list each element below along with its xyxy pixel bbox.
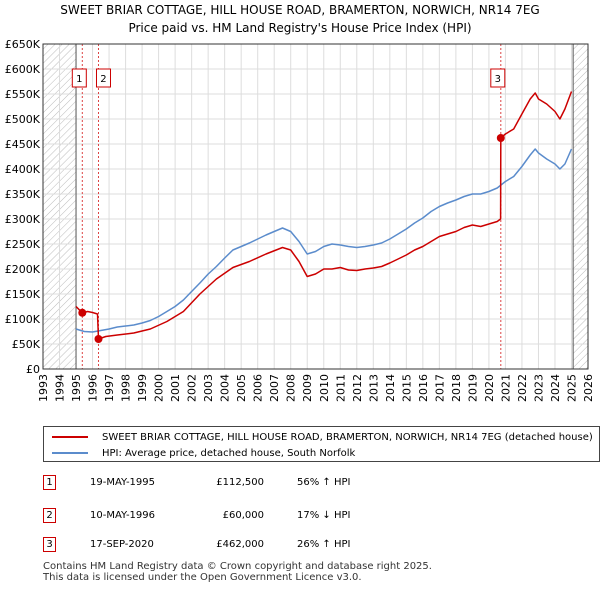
legend-label-hpi: HPI: Average price, detached house, Sout…: [102, 447, 356, 459]
footer-copyright: Contains HM Land Registry data © Crown c…: [43, 561, 432, 572]
sale-point: [78, 308, 87, 317]
x-tick-label: 2004: [219, 374, 232, 402]
sale-number-box: [95, 68, 111, 88]
sale-point: [496, 134, 505, 142]
x-tick-label: 2011: [334, 374, 347, 402]
legend-item-hpi: HPI: Average price, detached house, Sout…: [52, 446, 355, 460]
x-tick-label: 2025: [565, 374, 578, 402]
y-tick-label: £600K: [5, 63, 41, 76]
x-tick-label: 2015: [400, 374, 413, 402]
x-tick-label: 2019: [466, 374, 479, 402]
x-tick-label: 2010: [318, 374, 331, 402]
x-tick-label: 2008: [285, 374, 298, 402]
x-tick-label: 2007: [268, 374, 281, 402]
y-tick-label: £400K: [5, 163, 41, 176]
y-tick-label: £0: [26, 363, 40, 376]
x-tick-label: 2003: [202, 374, 215, 402]
y-tick-label: £350K: [5, 188, 41, 201]
y-tick-label: £50K: [12, 338, 41, 351]
transaction-row: 3 17-SEP-2020 £462,000 26% ↑ HPI: [0, 537, 600, 557]
sale-number-box: [71, 68, 87, 88]
x-tick-label: 2017: [433, 374, 446, 402]
x-tick-label: 2001: [169, 374, 182, 402]
sale-point: [94, 335, 103, 343]
transaction-number-badge: 1: [43, 475, 56, 490]
x-tick-label: 2013: [367, 374, 380, 402]
x-tick-label: 2024: [549, 374, 562, 402]
x-tick-label: 2016: [417, 374, 430, 402]
chart-legend: SWEET BRIAR COTTAGE, HILL HOUSE ROAD, BR…: [43, 426, 600, 462]
legend-label-property: SWEET BRIAR COTTAGE, HILL HOUSE ROAD, BR…: [102, 431, 593, 443]
x-tick-label: 2014: [384, 374, 397, 402]
sale-number-box: [490, 68, 506, 88]
transaction-row: 2 10-MAY-1996 £60,000 17% ↓ HPI: [0, 508, 600, 528]
hatch-region-right: [573, 44, 588, 369]
transaction-row: 1 19-MAY-1995 £112,500 56% ↑ HPI: [0, 475, 600, 495]
y-tick-label: £450K: [5, 138, 41, 151]
x-tick-label: 2009: [301, 374, 314, 402]
transaction-hpi-change: 26% ↑ HPI: [297, 539, 351, 550]
transaction-price: £462,000: [216, 539, 264, 550]
y-tick-label: £300K: [5, 213, 41, 226]
footer-licence: This data is licensed under the Open Gov…: [43, 572, 362, 583]
transaction-number-badge: 2: [43, 508, 56, 523]
y-tick-label: £100K: [5, 313, 41, 326]
x-tick-label: 1999: [136, 374, 149, 402]
transaction-date: 10-MAY-1996: [90, 510, 156, 521]
sale-number-label: 2: [100, 74, 106, 85]
legend-swatch-hpi: [52, 452, 88, 454]
x-tick-label: 1997: [103, 374, 116, 402]
x-tick-label: 2023: [532, 374, 545, 402]
x-tick-label: 2006: [252, 374, 265, 402]
transaction-number-badge: 3: [43, 537, 56, 552]
transaction-date: 19-MAY-1995: [90, 477, 156, 488]
chart-title: SWEET BRIAR COTTAGE, HILL HOUSE ROAD, BR…: [60, 3, 540, 17]
plot-frame: [42, 43, 589, 370]
y-tick-label: £500K: [5, 113, 41, 126]
legend-item-property: SWEET BRIAR COTTAGE, HILL HOUSE ROAD, BR…: [52, 430, 593, 444]
x-tick-label: 2020: [483, 374, 496, 402]
y-tick-label: £550K: [5, 88, 41, 101]
x-tick-label: 1998: [120, 374, 133, 402]
y-tick-label: £200K: [5, 263, 41, 276]
x-tick-label: 1994: [54, 374, 67, 402]
plot-area: [43, 44, 588, 369]
y-tick-label: £150K: [5, 288, 41, 301]
x-tick-label: 2026: [582, 374, 595, 402]
y-tick-label: £650K: [5, 38, 41, 51]
sale-number-label: 3: [495, 74, 501, 85]
chart-subtitle: Price paid vs. HM Land Registry's House …: [128, 21, 472, 35]
x-tick-label: 2022: [516, 374, 529, 402]
transaction-hpi-change: 56% ↑ HPI: [297, 477, 351, 488]
legend-swatch-property: [52, 436, 88, 438]
x-tick-label: 2002: [186, 374, 199, 402]
x-tick-label: 1993: [37, 374, 50, 402]
transaction-price: £112,500: [216, 477, 264, 488]
hpi-line: [75, 148, 573, 333]
x-tick-label: 2005: [235, 374, 248, 402]
x-tick-label: 1995: [70, 374, 83, 402]
sale-number-label: 1: [76, 74, 82, 85]
x-tick-label: 1996: [87, 374, 100, 402]
y-tick-label: £250K: [5, 238, 41, 251]
transaction-date: 17-SEP-2020: [90, 539, 154, 550]
transaction-price: £60,000: [222, 510, 264, 521]
property-price-line: [75, 91, 573, 340]
x-tick-label: 2000: [153, 374, 166, 402]
x-tick-label: 2018: [450, 374, 463, 402]
x-tick-label: 2021: [499, 374, 512, 402]
x-tick-label: 2012: [351, 374, 364, 402]
price-chart: £0 £50K £100K £150K £200K £250K £300K £350K £400…: [5, 38, 595, 402]
transaction-hpi-change: 17% ↓ HPI: [297, 510, 351, 521]
